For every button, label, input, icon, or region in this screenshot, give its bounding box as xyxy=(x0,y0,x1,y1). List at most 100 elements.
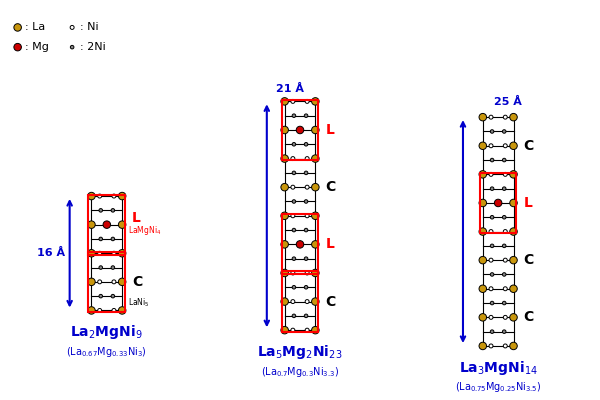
Circle shape xyxy=(88,221,95,228)
Circle shape xyxy=(479,285,487,292)
Circle shape xyxy=(118,307,126,314)
Circle shape xyxy=(305,100,309,103)
Circle shape xyxy=(479,199,487,207)
Circle shape xyxy=(98,308,101,312)
Text: C: C xyxy=(325,294,335,308)
Circle shape xyxy=(304,142,308,146)
Circle shape xyxy=(305,271,309,275)
Circle shape xyxy=(489,230,493,234)
Circle shape xyxy=(88,278,95,286)
Circle shape xyxy=(502,273,506,276)
Circle shape xyxy=(479,171,487,178)
Circle shape xyxy=(510,285,517,292)
Circle shape xyxy=(292,314,296,318)
Text: : Mg: : Mg xyxy=(25,42,49,52)
Circle shape xyxy=(489,287,493,291)
Circle shape xyxy=(510,199,517,207)
Circle shape xyxy=(281,98,289,105)
Circle shape xyxy=(489,115,493,119)
Circle shape xyxy=(112,280,116,284)
Circle shape xyxy=(304,171,308,175)
Circle shape xyxy=(479,256,487,264)
Circle shape xyxy=(118,192,126,200)
Circle shape xyxy=(292,228,296,232)
Text: L: L xyxy=(325,237,334,251)
Circle shape xyxy=(305,328,309,332)
Text: LaNi$_5$: LaNi$_5$ xyxy=(128,297,150,310)
Text: C: C xyxy=(523,310,533,324)
Circle shape xyxy=(70,26,74,30)
Circle shape xyxy=(311,155,319,162)
Circle shape xyxy=(305,157,309,160)
Circle shape xyxy=(292,114,296,118)
Circle shape xyxy=(503,115,507,119)
Circle shape xyxy=(281,241,289,248)
Circle shape xyxy=(479,114,487,121)
Bar xyxy=(480,173,517,233)
Text: : La: : La xyxy=(25,22,45,32)
Circle shape xyxy=(291,271,295,275)
Circle shape xyxy=(311,269,319,277)
Circle shape xyxy=(305,300,309,304)
Circle shape xyxy=(503,172,507,176)
Text: C: C xyxy=(523,139,533,153)
Circle shape xyxy=(99,237,103,241)
Circle shape xyxy=(510,342,517,350)
Circle shape xyxy=(490,130,494,133)
Circle shape xyxy=(510,228,517,235)
Text: : Ni: : Ni xyxy=(80,22,98,32)
Bar xyxy=(88,252,125,312)
Circle shape xyxy=(489,344,493,348)
Circle shape xyxy=(490,301,494,305)
Circle shape xyxy=(292,257,296,260)
Circle shape xyxy=(281,126,289,134)
Circle shape xyxy=(88,307,95,314)
Circle shape xyxy=(111,266,115,269)
Circle shape xyxy=(510,171,517,178)
Circle shape xyxy=(489,258,493,262)
Text: 16 Å: 16 Å xyxy=(37,248,65,258)
Circle shape xyxy=(489,172,493,176)
Circle shape xyxy=(111,237,115,241)
Circle shape xyxy=(503,230,507,234)
Circle shape xyxy=(311,126,319,134)
Circle shape xyxy=(281,184,289,191)
Text: C: C xyxy=(523,253,533,267)
Text: C: C xyxy=(132,275,142,289)
Circle shape xyxy=(510,314,517,321)
Circle shape xyxy=(111,294,115,298)
Circle shape xyxy=(510,256,517,264)
Circle shape xyxy=(291,185,295,189)
Text: (La$_{0.67}$Mg$_{0.33}$Ni$_3$): (La$_{0.67}$Mg$_{0.33}$Ni$_3$) xyxy=(67,345,147,359)
Circle shape xyxy=(291,214,295,218)
Circle shape xyxy=(99,266,103,269)
Text: LaMgNi$_4$: LaMgNi$_4$ xyxy=(128,224,161,237)
Text: : 2Ni: : 2Ni xyxy=(80,42,106,52)
Circle shape xyxy=(118,278,126,286)
Bar xyxy=(88,194,125,255)
Circle shape xyxy=(70,45,74,49)
Circle shape xyxy=(99,294,103,298)
Circle shape xyxy=(494,199,502,207)
Circle shape xyxy=(503,287,507,291)
Circle shape xyxy=(291,100,295,103)
Circle shape xyxy=(502,301,506,305)
Text: (La$_{0.7}$Mg$_{0.3}$Ni$_{3.3}$): (La$_{0.7}$Mg$_{0.3}$Ni$_{3.3}$) xyxy=(261,364,339,378)
Circle shape xyxy=(503,344,507,348)
Circle shape xyxy=(311,212,319,220)
Circle shape xyxy=(304,257,308,260)
Circle shape xyxy=(98,194,101,198)
Circle shape xyxy=(490,216,494,219)
Circle shape xyxy=(479,342,487,350)
Circle shape xyxy=(490,187,494,190)
Circle shape xyxy=(281,212,289,220)
Circle shape xyxy=(14,24,22,31)
Text: 25 Å: 25 Å xyxy=(494,97,522,107)
Circle shape xyxy=(490,330,494,334)
Circle shape xyxy=(489,144,493,148)
Circle shape xyxy=(111,208,115,212)
Circle shape xyxy=(99,208,103,212)
Circle shape xyxy=(98,280,101,284)
Circle shape xyxy=(311,184,319,191)
Circle shape xyxy=(88,192,95,200)
